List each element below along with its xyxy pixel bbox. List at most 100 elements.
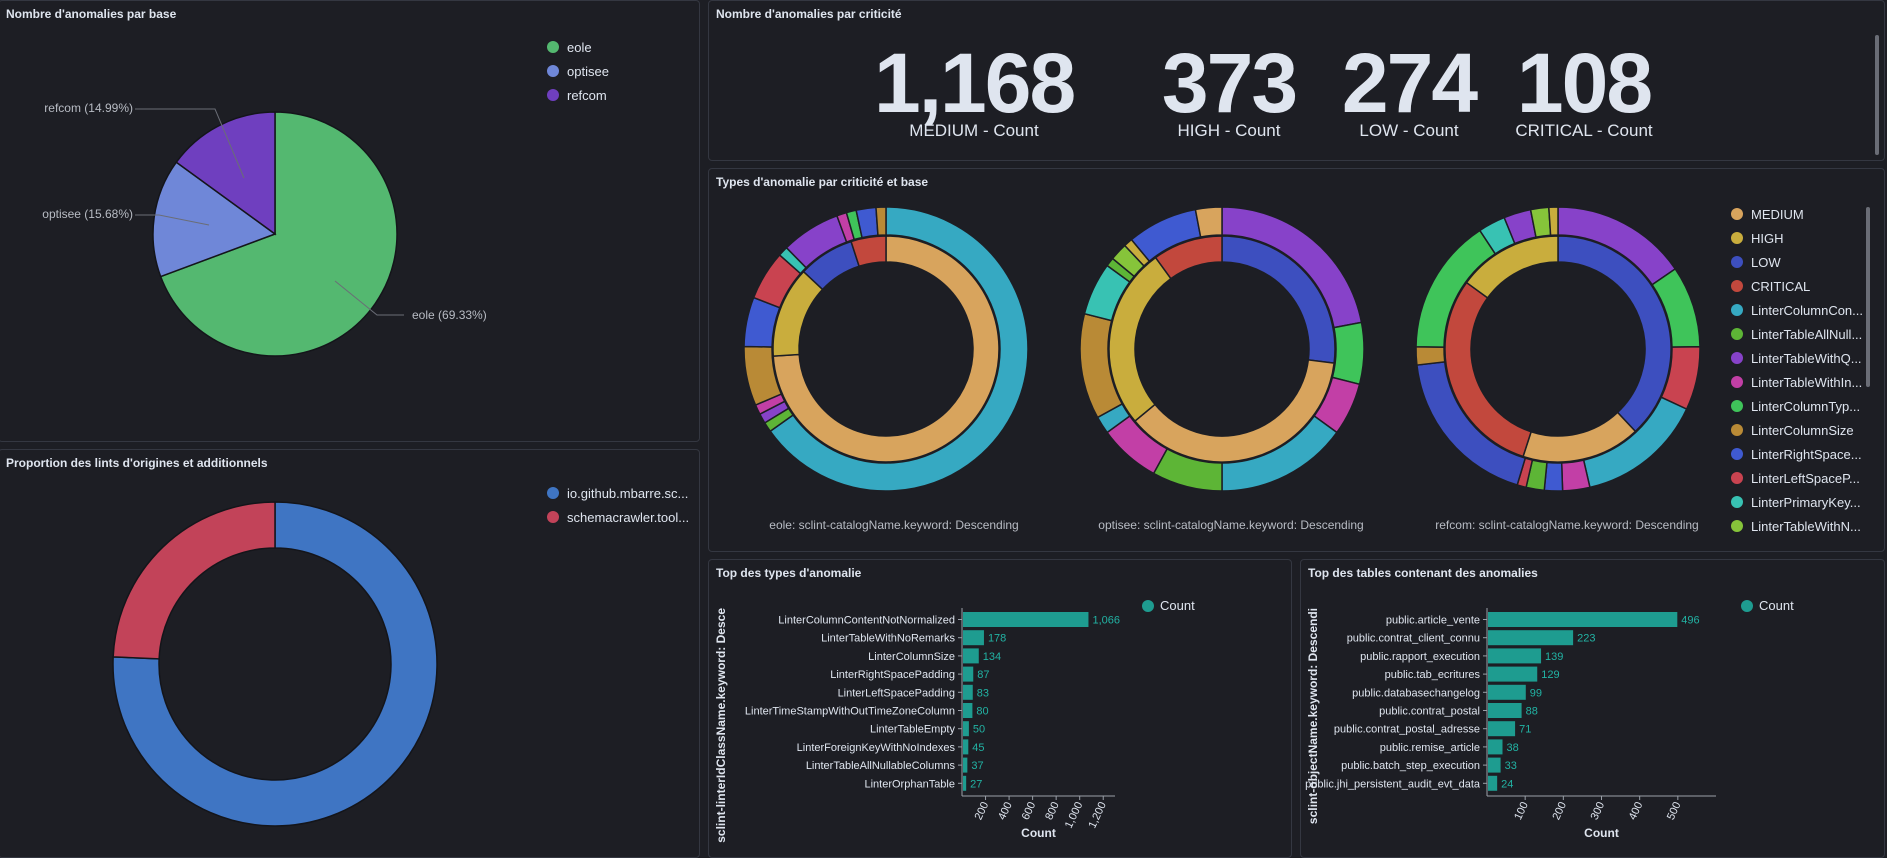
category-label: public.contrat_postal <box>1379 706 1480 718</box>
pie-slice[interactable] <box>772 235 1000 463</box>
bar[interactable] <box>963 721 969 737</box>
donut-caption: refcom: sclint-catalogName.keyword: Desc… <box>1435 518 1699 532</box>
bar[interactable] <box>1488 666 1538 682</box>
bar[interactable] <box>1488 721 1516 737</box>
legend-item[interactable]: io.github.mbarre.sc... <box>547 481 689 505</box>
legend-label: LinterRightSpace... <box>1751 446 1862 462</box>
legend-item[interactable]: LinterRightSpace... <box>1731 442 1863 466</box>
pie-slice[interactable] <box>1465 235 1559 299</box>
bar[interactable] <box>963 775 967 791</box>
metric-label: CRITICAL - Count <box>1515 121 1653 140</box>
legend-item[interactable]: LinterTableWithN... <box>1731 514 1863 538</box>
x-tick-label: 100 <box>1512 800 1531 822</box>
legend-label[interactable]: Count <box>1160 598 1195 613</box>
bar[interactable] <box>1488 757 1501 773</box>
category-label: public.tab_ecritures <box>1385 669 1481 681</box>
bar[interactable] <box>963 666 974 682</box>
bar[interactable] <box>1488 775 1498 791</box>
bar[interactable] <box>1488 703 1522 718</box>
bar[interactable] <box>1488 684 1526 700</box>
category-label: public.rapport_execution <box>1360 651 1480 663</box>
scrollbar[interactable] <box>1875 35 1879 155</box>
category-label: LinterTableWithNoRemarks <box>821 633 955 645</box>
legend-label: LinterTableAllNull... <box>1751 326 1863 342</box>
legend-item[interactable]: LinterColumnCon... <box>1731 298 1863 322</box>
legend-item[interactable]: LOW <box>1731 250 1863 274</box>
legend-item[interactable]: schemacrawler.tool... <box>547 505 689 529</box>
value-label: 134 <box>983 651 1001 663</box>
legend-dot <box>1731 472 1743 484</box>
legend-label: io.github.mbarre.sc... <box>567 485 689 501</box>
pie-slice[interactable] <box>112 501 276 660</box>
legend-dot[interactable] <box>1142 600 1154 612</box>
legend-dot <box>1731 376 1743 388</box>
pie-slice[interactable] <box>175 111 276 236</box>
legend-dot <box>1731 520 1743 532</box>
pie-slice[interactable] <box>1415 345 1446 366</box>
legend-item[interactable]: MEDIUM <box>1731 202 1863 226</box>
legend-item[interactable]: optisee <box>547 59 609 83</box>
bar[interactable] <box>963 612 1089 627</box>
legend-label: MEDIUM <box>1751 206 1804 222</box>
legend-dot[interactable] <box>1741 600 1753 612</box>
value-label: 1,066 <box>1092 615 1120 627</box>
pie-slice[interactable] <box>152 161 277 278</box>
value-label: 71 <box>1519 724 1531 736</box>
legend-item[interactable]: LinterColumnTyp... <box>1731 394 1863 418</box>
legend-item[interactable]: LinterPrimaryKey... <box>1731 490 1863 514</box>
legend-dot <box>1731 328 1743 340</box>
category-label: public.contrat_client_connu <box>1347 633 1480 645</box>
pie-slice[interactable] <box>1194 206 1223 238</box>
value-label: 223 <box>1577 633 1595 645</box>
bar[interactable] <box>1488 739 1503 755</box>
legend-dot <box>547 487 559 499</box>
metric-value: 1,168 <box>874 36 1076 130</box>
legend-item[interactable]: refcom <box>547 83 609 107</box>
bar[interactable] <box>963 684 973 700</box>
x-tick-label: 300 <box>1589 800 1608 822</box>
pie-slice[interactable] <box>159 111 398 357</box>
category-label: LinterTableEmpty <box>870 724 955 736</box>
bar[interactable] <box>963 648 979 664</box>
bar[interactable] <box>963 630 984 646</box>
legend-by-base: eole optisee refcom <box>547 35 609 107</box>
pie-slice[interactable] <box>112 501 438 827</box>
category-label: LinterOrphanTable <box>864 778 955 790</box>
legend-dot <box>1731 280 1743 292</box>
pie-slice[interactable] <box>1331 321 1365 386</box>
pie-slice[interactable] <box>1154 235 1223 280</box>
bar[interactable] <box>1488 648 1542 664</box>
legend-item[interactable]: LinterTableWithIn... <box>1731 370 1863 394</box>
pie-slice[interactable] <box>769 206 1029 492</box>
slice-label: eole (69.33%) <box>412 308 487 322</box>
bar[interactable] <box>1488 630 1574 646</box>
panel-title: Proportion des lints d'origines et addit… <box>6 456 268 470</box>
pie-slice[interactable] <box>1548 206 1559 237</box>
legend-dot <box>1731 448 1743 460</box>
legend-item[interactable]: LinterTableWithQ... <box>1731 346 1863 370</box>
legend-item[interactable]: LinterTableAllNull... <box>1731 322 1863 346</box>
bar[interactable] <box>963 703 973 718</box>
legend-dot <box>1731 400 1743 412</box>
value-label: 87 <box>977 669 989 681</box>
legend-item[interactable]: HIGH <box>1731 226 1863 250</box>
x-tick-label: 600 <box>1020 800 1039 822</box>
legend-item[interactable]: LinterLeftSpaceP... <box>1731 466 1863 490</box>
legend-dot <box>1731 208 1743 220</box>
legend-dot <box>1731 232 1743 244</box>
bar[interactable] <box>963 739 969 755</box>
legend-item[interactable]: eole <box>547 35 609 59</box>
x-tick-label: 500 <box>1665 800 1684 822</box>
legend-label[interactable]: Count <box>1759 598 1794 613</box>
slice-label: optisee (15.68%) <box>42 207 133 221</box>
legend-label: refcom <box>567 87 607 103</box>
donut-caption: eole: sclint-catalogName.keyword: Descen… <box>769 518 1019 532</box>
scrollbar[interactable] <box>1866 207 1870 387</box>
x-tick-label: 1,000 <box>1063 800 1086 830</box>
pie-slice[interactable] <box>875 206 887 237</box>
pie-slice[interactable] <box>850 235 887 268</box>
bar[interactable] <box>963 757 968 773</box>
bar[interactable] <box>1488 612 1678 627</box>
legend-item[interactable]: CRITICAL <box>1731 274 1863 298</box>
legend-item[interactable]: LinterColumnSize <box>1731 418 1863 442</box>
